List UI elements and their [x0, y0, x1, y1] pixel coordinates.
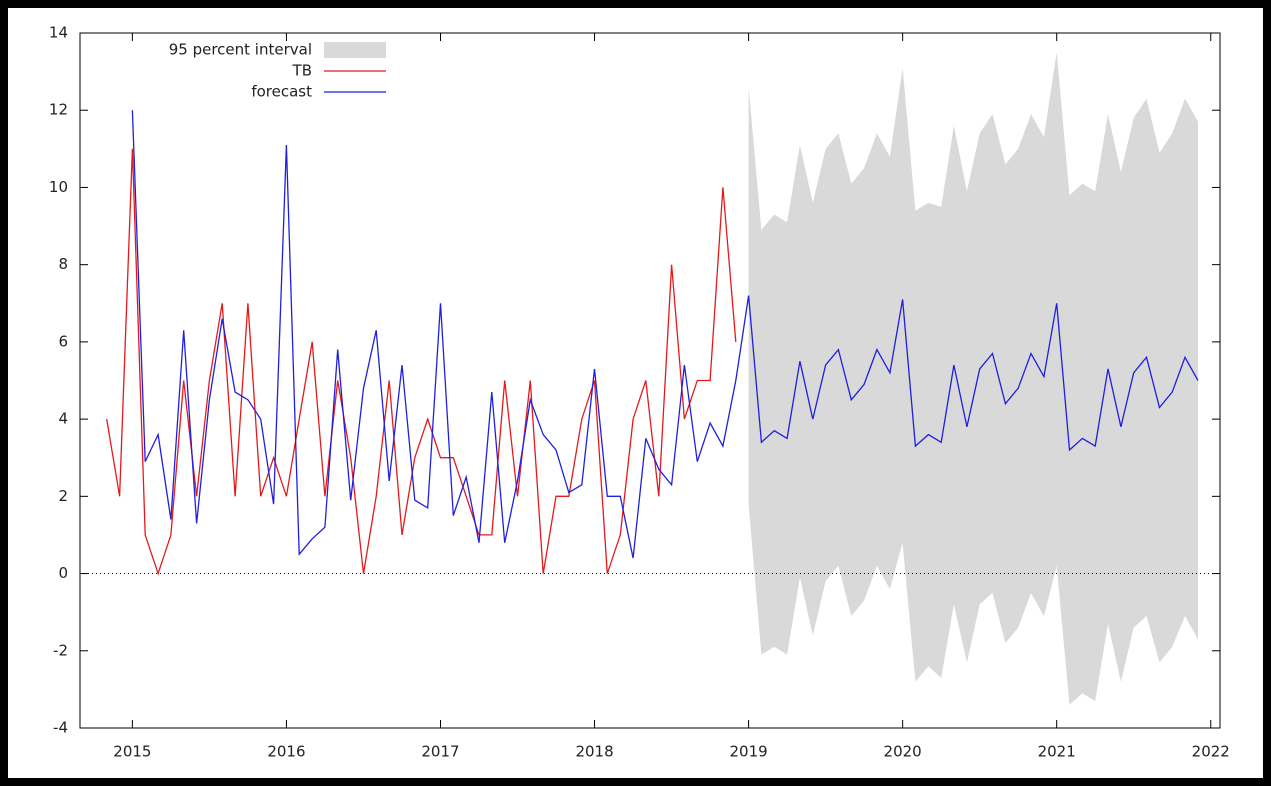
x-tick-label: 2022 [1192, 743, 1230, 761]
x-tick-label: 2020 [884, 743, 922, 761]
x-tick-label: 2019 [730, 743, 768, 761]
y-tick-label: 12 [49, 101, 68, 119]
y-tick-label: 10 [49, 178, 68, 196]
y-tick-label: 14 [49, 24, 68, 42]
series-line [107, 149, 736, 574]
y-tick-label: 0 [58, 564, 68, 582]
y-tick-label: -2 [53, 641, 68, 659]
screenshot: -4 -2 0 2 4 6 8 10 12 14 2015 2016 2017 2018 2019 2020 2… [0, 0, 1271, 786]
legend-label: 95 percent interval [169, 41, 312, 59]
x-tick-label: 2016 [267, 743, 305, 761]
y-tick-label: 2 [58, 487, 68, 505]
y-tick-label: 8 [58, 255, 68, 273]
legend-label: forecast [251, 83, 312, 101]
y-tick-label: 6 [58, 332, 68, 350]
x-tick-label: 2021 [1038, 743, 1076, 761]
x-tick-label: 2018 [575, 743, 613, 761]
x-tick-label: 2017 [421, 743, 459, 761]
legend-swatch [324, 42, 386, 58]
chart: -4 -2 0 2 4 6 8 10 12 14 2015 2016 2017 2018 2019 2020 2… [0, 0, 1271, 786]
y-tick-label: 4 [58, 410, 68, 428]
legend-label: TB [292, 62, 312, 80]
x-tick-label: 2015 [113, 743, 151, 761]
interval-band [749, 52, 1198, 705]
y-tick-label: -4 [53, 719, 68, 737]
